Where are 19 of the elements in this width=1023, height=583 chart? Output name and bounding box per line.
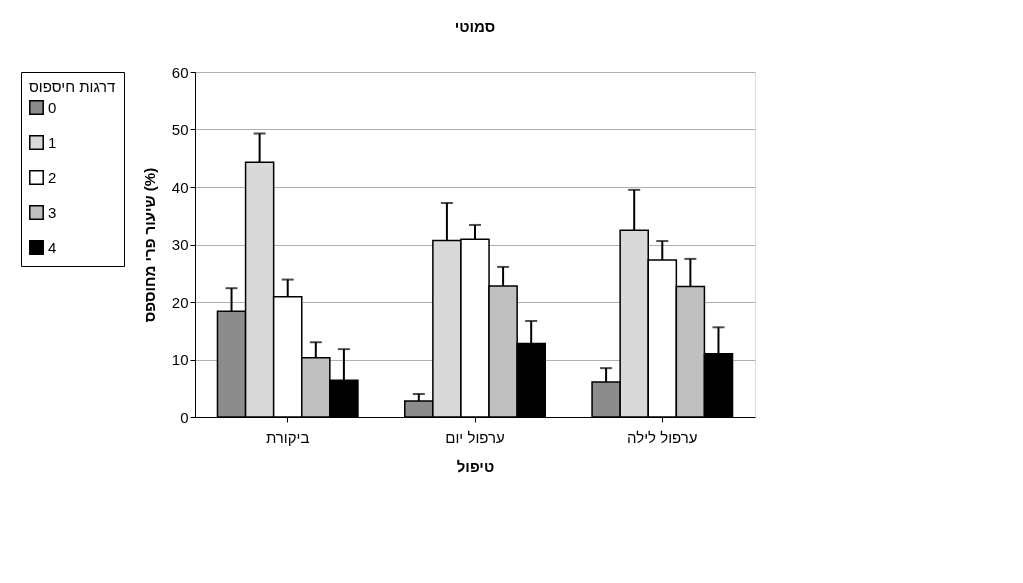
x-axis-title: טיפול [456, 457, 495, 475]
x-tick-label: ערפול לילה [627, 428, 698, 446]
y-tick-label: 10 [171, 351, 189, 368]
chart-title: סמוטי [454, 18, 496, 35]
legend-label: 0 [48, 98, 57, 116]
legend-title: דרגות חיספוס [29, 78, 116, 95]
y-tick-label: 60 [171, 63, 189, 81]
y-tick-label: 0 [180, 408, 189, 426]
legend-label: 3 [48, 203, 57, 221]
y-tick-label: 40 [171, 178, 189, 196]
x-tick-label: ערפול יום [445, 428, 505, 446]
x-tick-label: ביקורת [265, 428, 310, 446]
y-tick-label: 20 [171, 293, 189, 311]
legend-label: 1 [48, 133, 57, 151]
legend-label: 4 [48, 238, 57, 256]
y-tick-label: 30 [171, 236, 189, 253]
y-axis-title: שיעור פרי מחוספס (%) [140, 167, 158, 323]
y-tick-label: 50 [171, 121, 189, 138]
legend-label: 2 [48, 168, 57, 186]
